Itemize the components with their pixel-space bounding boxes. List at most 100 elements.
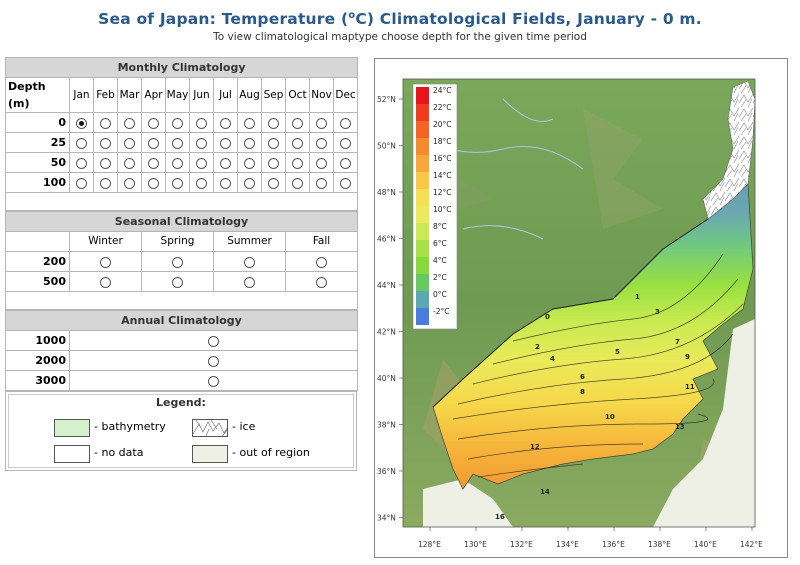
month-header-nov: Nov (309, 77, 334, 113)
radio-nov-0[interactable] (316, 117, 327, 129)
contour-label: 7 (675, 338, 680, 346)
monthly-climatology-table: Monthly Climatology Depth (m) Jan Feb Mar A… (4, 57, 359, 211)
radio-jan-50[interactable] (76, 157, 87, 169)
lat-label: 40°N (377, 374, 396, 383)
radio-spring-200[interactable] (172, 256, 183, 268)
radio-feb-50[interactable] (100, 157, 111, 169)
radio-may-50[interactable] (172, 157, 183, 169)
radio-oct-50[interactable] (292, 157, 303, 169)
radio-feb-0[interactable] (100, 117, 111, 129)
no-data-swatch (54, 445, 90, 463)
radio-apr-50[interactable] (148, 157, 159, 169)
contour-label: 2 (535, 343, 540, 351)
month-header-feb: Feb (93, 77, 118, 113)
colorbar-label: 6°C (433, 239, 447, 248)
temperature-colorbar: 24°C 22°C 20°C 18°C 16°C 14°C 12°C 10°C 8°C 6°C 4°… (412, 83, 458, 330)
map-canvas[interactable]: 52°N 50°N 48°N 46°N 44°N 42°N 40°N 38°N 36°N 34°N… (375, 59, 787, 557)
colorbar-label: 14°C (433, 171, 452, 180)
radio-jan-25[interactable] (76, 137, 87, 149)
radio-mar-100[interactable] (124, 177, 135, 189)
depth-label-3000: 3000 (5, 370, 70, 391)
radio-summer-200[interactable] (244, 256, 255, 268)
radio-oct-0[interactable] (292, 117, 303, 129)
colorbar-swatch (416, 121, 429, 138)
colorbar-label: 2°C (433, 273, 447, 282)
radio-dec-100[interactable] (340, 177, 352, 189)
contour-label: 13 (675, 423, 685, 431)
radio-aug-50[interactable] (244, 157, 255, 169)
climatology-map[interactable]: 52°N 50°N 48°N 46°N 44°N 42°N 40°N 38°N 36°N 34°N… (374, 58, 788, 558)
ice-swatch (192, 419, 228, 437)
depth-label-25: 25 (5, 132, 70, 153)
lon-label: 128°E (418, 540, 441, 549)
colorbar-swatch (416, 308, 429, 325)
radio-sep-25[interactable] (268, 137, 279, 149)
colorbar-label: 20°C (433, 120, 452, 129)
seasonal-climatology-table: Seasonal Climatology Winter Spring Summer F… (5, 211, 358, 310)
radio-nov-50[interactable] (316, 157, 327, 169)
radio-jul-25[interactable] (220, 137, 231, 149)
radio-fall-200[interactable] (316, 256, 327, 268)
radio-aug-25[interactable] (244, 137, 255, 149)
radio-dec-0[interactable] (340, 117, 352, 129)
legend-label-no-data: - no data (94, 446, 144, 459)
colorbar-swatch (416, 240, 429, 257)
radio-mar-50[interactable] (124, 157, 135, 169)
radio-oct-25[interactable] (292, 137, 303, 149)
radio-may-100[interactable] (172, 177, 183, 189)
radio-sep-50[interactable] (268, 157, 279, 169)
radio-aug-100[interactable] (244, 177, 255, 189)
radio-dec-25[interactable] (340, 137, 352, 149)
radio-summer-500[interactable] (244, 276, 255, 288)
lat-label: 44°N (377, 281, 396, 290)
radio-jun-0[interactable] (196, 117, 207, 129)
radio-annual-2000[interactable] (208, 355, 219, 367)
radio-jan-0[interactable] (76, 117, 87, 129)
out-of-region-swatch (192, 445, 228, 463)
radio-winter-200[interactable] (100, 256, 111, 268)
month-header-mar: Mar (117, 77, 142, 113)
colorbar-swatch (416, 87, 429, 104)
legend-label-bathymetry: - bathymetry (94, 420, 166, 433)
radio-annual-3000[interactable] (208, 375, 219, 387)
radio-jul-0[interactable] (220, 117, 231, 129)
radio-may-0[interactable] (172, 117, 183, 129)
radio-jul-100[interactable] (220, 177, 231, 189)
radio-annual-1000[interactable] (208, 335, 219, 347)
radio-sep-100[interactable] (268, 177, 279, 189)
seasonal-row-200: 200 (5, 251, 358, 272)
radio-jan-100[interactable] (76, 177, 87, 189)
radio-apr-100[interactable] (148, 177, 159, 189)
radio-feb-25[interactable] (100, 137, 111, 149)
radio-dec-50[interactable] (340, 157, 352, 169)
page-title: Sea of Japan: Temperature (oC) Climatolo… (98, 10, 702, 29)
radio-jun-25[interactable] (196, 137, 207, 149)
radio-sep-0[interactable] (268, 117, 279, 129)
radio-jul-50[interactable] (220, 157, 231, 169)
radio-jun-50[interactable] (196, 157, 207, 169)
colorbar-label: 12°C (433, 188, 452, 197)
radio-apr-0[interactable] (148, 117, 159, 129)
radio-nov-100[interactable] (316, 177, 327, 189)
radio-jun-100[interactable] (196, 177, 207, 189)
radio-mar-25[interactable] (124, 137, 135, 149)
radio-mar-0[interactable] (124, 117, 135, 129)
colorbar-label: 0°C (433, 290, 447, 299)
lon-label: 140°E (694, 540, 717, 549)
monthly-row-25: 25 (5, 132, 359, 153)
radio-oct-100[interactable] (292, 177, 303, 189)
colorbar-swatch (416, 257, 429, 274)
radio-fall-500[interactable] (316, 276, 327, 288)
radio-winter-500[interactable] (100, 276, 111, 288)
depth-label-500: 500 (5, 271, 70, 292)
lat-label: 36°N (377, 467, 396, 476)
radio-may-25[interactable] (172, 137, 183, 149)
radio-nov-25[interactable] (316, 137, 327, 149)
radio-aug-0[interactable] (244, 117, 255, 129)
radio-feb-100[interactable] (100, 177, 111, 189)
radio-spring-500[interactable] (172, 276, 183, 288)
monthly-row-100: 100 (5, 172, 359, 193)
colorbar-swatch (416, 172, 429, 189)
radio-apr-25[interactable] (148, 137, 159, 149)
lon-label: 132°E (510, 540, 533, 549)
